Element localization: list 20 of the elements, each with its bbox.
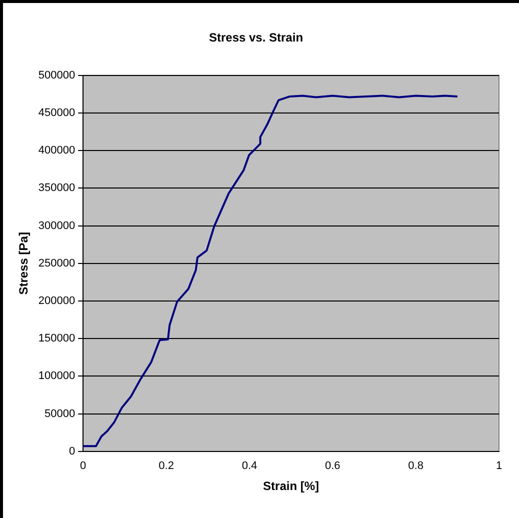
x-tick-label: 0	[80, 460, 86, 472]
x-tick-label: 1	[496, 460, 502, 472]
y-tick-label: 0	[68, 445, 76, 458]
chart-title: Stress vs. Strain	[208, 30, 304, 45]
y-tick-label: 200000	[38, 295, 76, 308]
x-tick-label: 0.8	[408, 460, 424, 472]
x-tick-label: 0.2	[158, 460, 174, 472]
y-tick-label: 50000	[44, 408, 76, 420]
x-axis-title: Strain [%]	[263, 479, 320, 494]
y-tick-label: 300000	[38, 220, 76, 232]
y-tick-label: 100000	[38, 370, 76, 382]
y-axis-title: Stress [Pa]	[16, 232, 31, 295]
y-tick-label: 400000	[38, 144, 76, 157]
x-tick-label: 0.4	[242, 460, 258, 472]
y-tick-label: 250000	[38, 257, 76, 270]
y-tick-label: 450000	[38, 107, 76, 120]
x-tick-label: 0.6	[324, 460, 340, 472]
y-tick-label: 150000	[38, 332, 76, 345]
y-tick-label: 350000	[38, 182, 76, 194]
y-tick-label: 500000	[38, 69, 76, 82]
